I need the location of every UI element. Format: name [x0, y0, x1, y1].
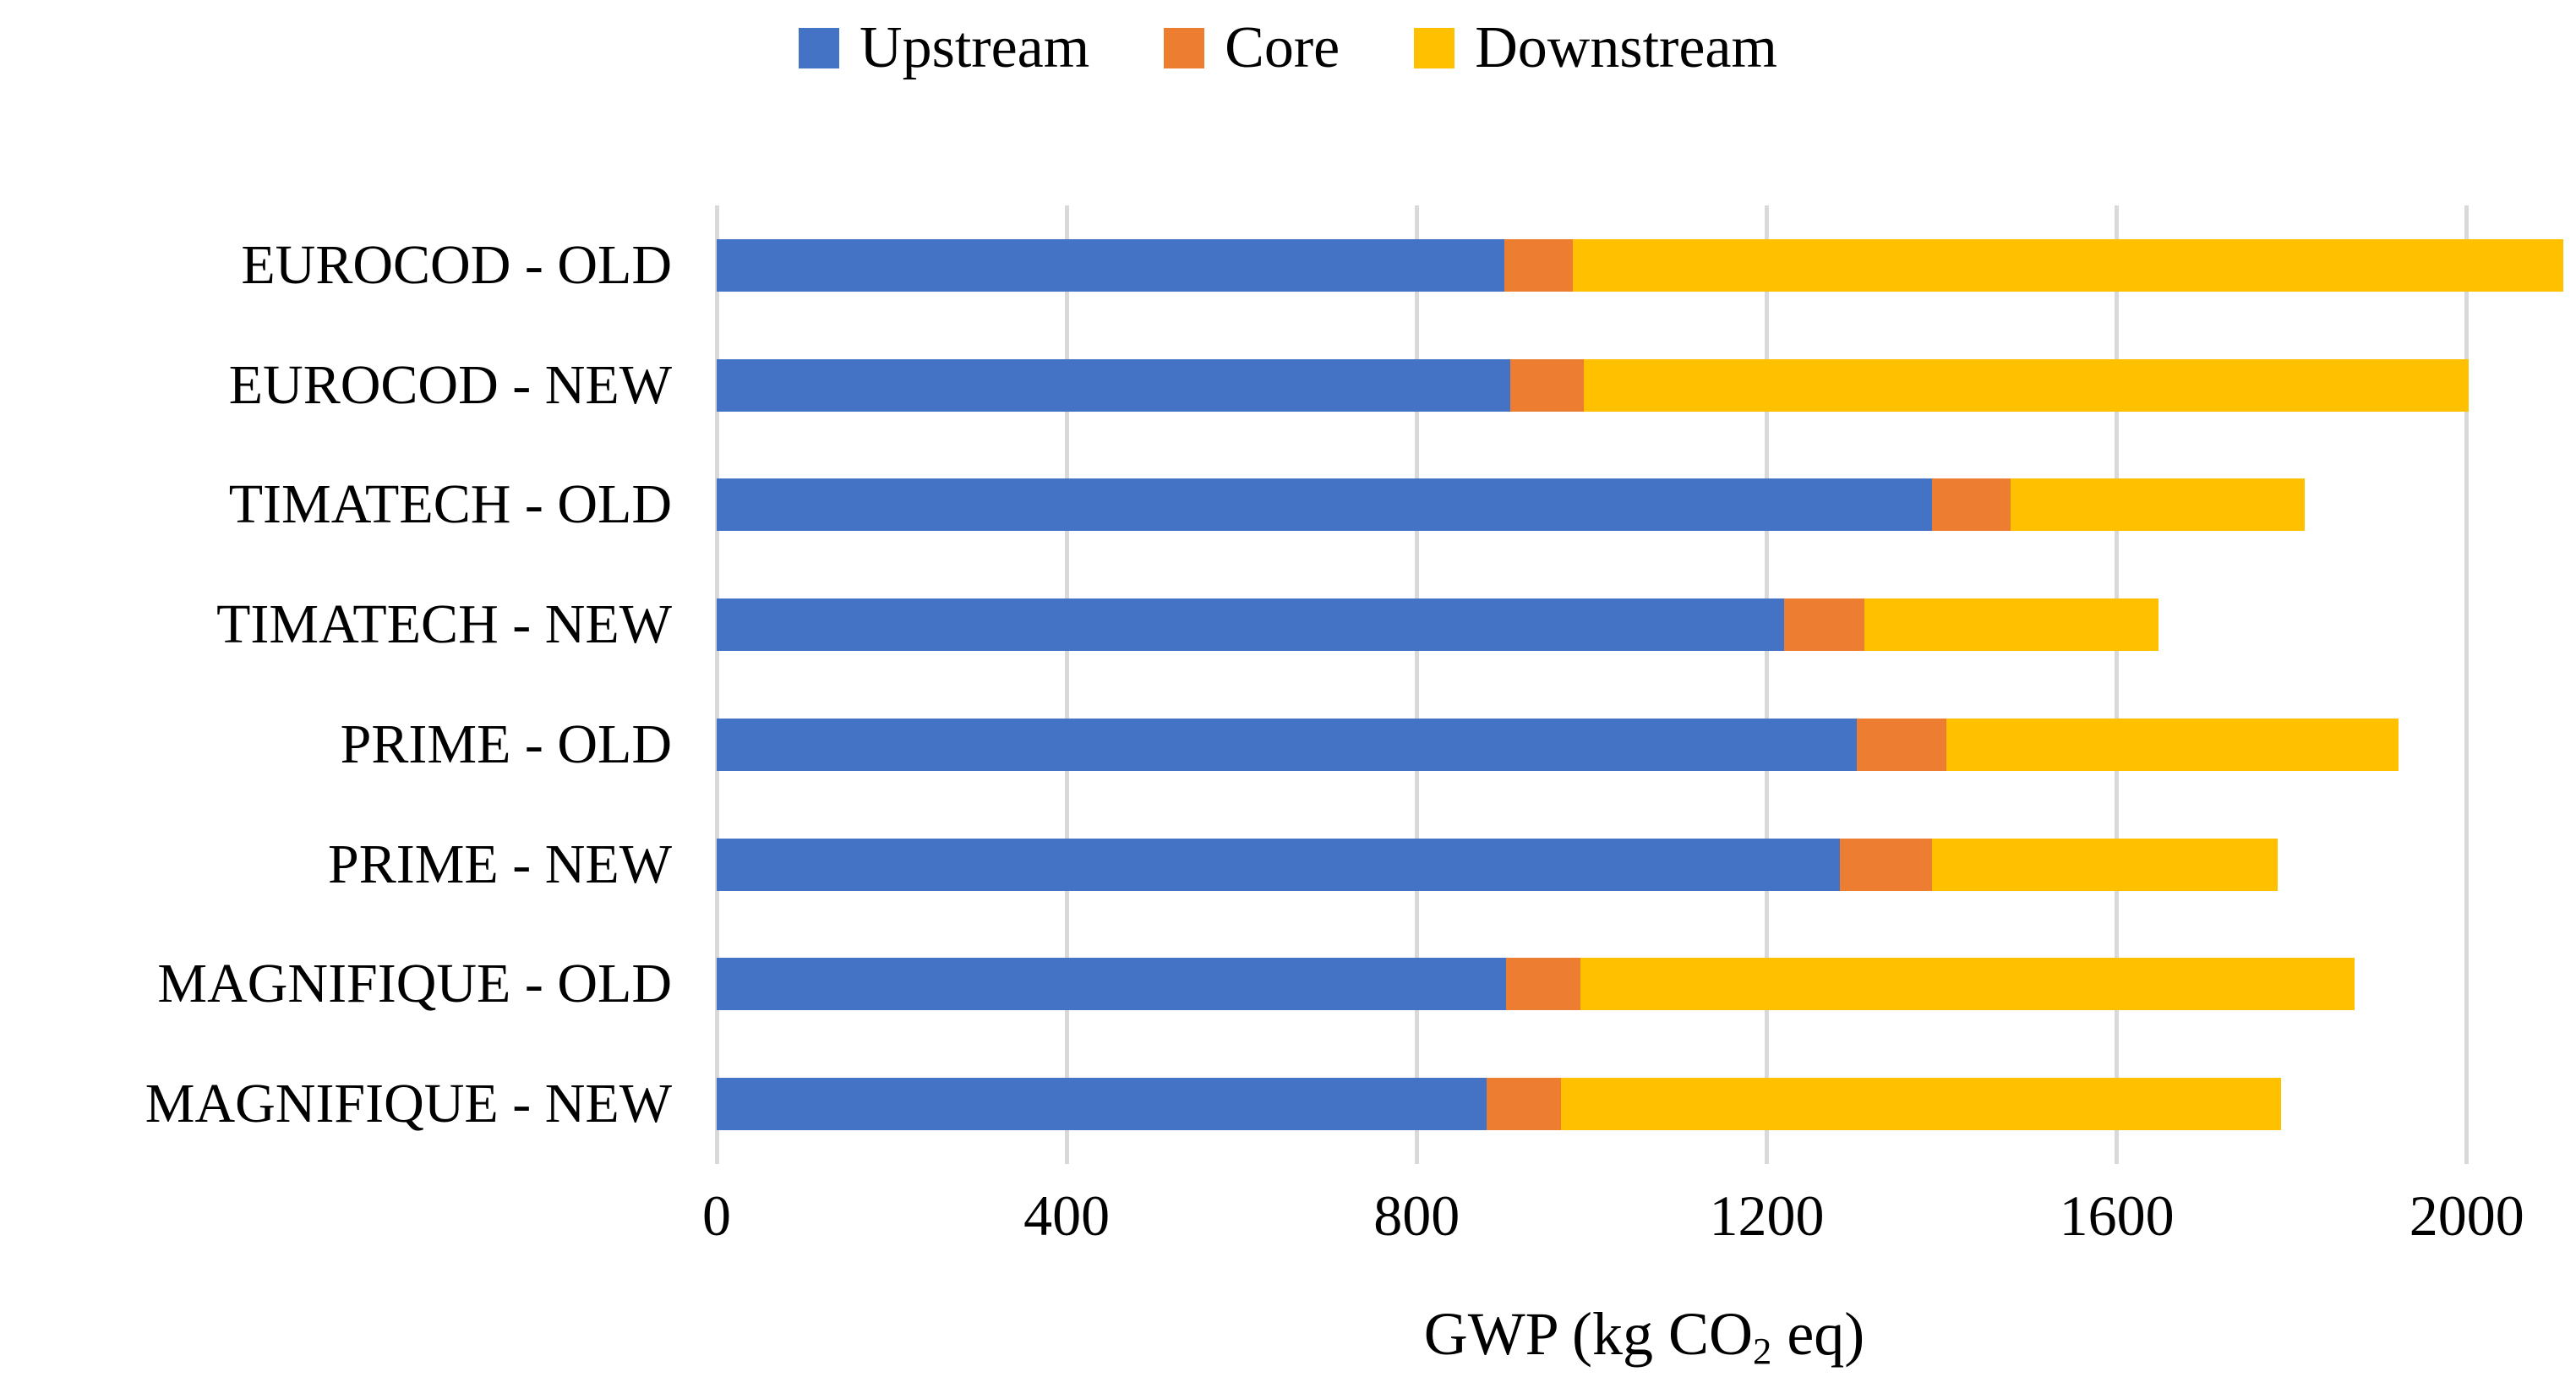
gridline-x-800 [1414, 205, 1419, 1164]
category-label-timatech-old: TIMATECH - OLD [228, 473, 672, 536]
x-tick-label-400: 400 [1023, 1183, 1111, 1248]
bar-segment-upstream-eurocod-old [717, 238, 1504, 292]
legend-label-core: Core [1225, 15, 1340, 80]
bar-segment-core-eurocod-old [1504, 238, 1573, 292]
plot-area [714, 205, 2572, 1164]
bar-segment-downstream-magnifique-new [1561, 1078, 2282, 1131]
bar-row-eurocod-old [717, 238, 2572, 292]
bar-row-timatech-old [717, 478, 2572, 532]
gridline-x-0 [714, 205, 719, 1164]
legend-swatch-upstream-icon [799, 28, 840, 68]
chart-legend: Upstream Core Downstream [0, 19, 2576, 78]
category-label-eurocod-old: EUROCOD - OLD [241, 233, 672, 296]
bar-segment-upstream-eurocod-new [717, 358, 1511, 412]
bar-segment-core-prime-new [1840, 838, 1933, 891]
gridline-x-1200 [1764, 205, 1769, 1164]
x-axis-title-subscript: 2 [1753, 1330, 1772, 1373]
x-axis-title: GWP (kg CO2 eq) [717, 1303, 2572, 1369]
bar-segment-core-timatech-old [1932, 478, 2011, 532]
legend-item-downstream: Downstream [1414, 19, 1777, 78]
x-axis-title-text: GWP (kg CO [1423, 1300, 1754, 1368]
bar-segment-downstream-eurocod-old [1572, 238, 2563, 292]
x-tick-label-800: 800 [1373, 1183, 1460, 1248]
gridline-x-1600 [2115, 205, 2120, 1164]
bar-row-prime-old [717, 718, 2572, 771]
bar-segment-core-magnifique-new [1487, 1078, 1562, 1131]
legend-label-downstream: Downstream [1475, 15, 1777, 80]
x-tick-label-1200: 1200 [1709, 1183, 1825, 1248]
x-tick-label-0: 0 [702, 1183, 731, 1248]
bar-row-magnifique-old [717, 958, 2572, 1011]
category-label-magnifique-old: MAGNIFIQUE - OLD [157, 953, 672, 1015]
bar-segment-upstream-magnifique-old [717, 958, 1506, 1011]
category-label-eurocod-new: EUROCOD - NEW [228, 353, 672, 416]
bar-row-prime-new [717, 838, 2572, 891]
bar-segment-downstream-prime-old [1946, 718, 2399, 771]
bar-segment-upstream-timatech-new [717, 598, 1785, 652]
bar-segment-core-eurocod-new [1510, 358, 1585, 412]
x-axis-title-suffix: eq) [1771, 1300, 1865, 1368]
bar-segment-downstream-timatech-new [1864, 598, 2159, 652]
bar-row-magnifique-new [717, 1078, 2572, 1131]
bar-segment-upstream-prime-old [717, 718, 1858, 771]
legend-swatch-downstream-icon [1414, 28, 1455, 68]
x-tick-label-2000: 2000 [2409, 1183, 2524, 1248]
bar-segment-core-prime-old [1857, 718, 1946, 771]
bar-segment-downstream-prime-new [1932, 838, 2279, 891]
category-label-prime-old: PRIME - OLD [340, 713, 672, 775]
category-label-timatech-new: TIMATECH - NEW [216, 593, 672, 656]
bar-segment-downstream-eurocod-new [1584, 358, 2469, 412]
bar-segment-upstream-prime-new [717, 838, 1841, 891]
bar-segment-downstream-magnifique-old [1580, 958, 2355, 1011]
legend-item-core: Core [1164, 19, 1340, 78]
bar-segment-core-magnifique-old [1505, 958, 1580, 1011]
bar-row-timatech-new [717, 598, 2572, 652]
legend-label-upstream: Upstream [860, 15, 1090, 80]
legend-item-upstream: Upstream [799, 19, 1089, 78]
bar-segment-upstream-magnifique-new [717, 1078, 1487, 1131]
gridline-x-400 [1064, 205, 1069, 1164]
category-label-magnifique-new: MAGNIFIQUE - NEW [145, 1073, 672, 1135]
bar-segment-downstream-timatech-old [2011, 478, 2306, 532]
legend-swatch-core-icon [1164, 28, 1205, 68]
bar-segment-core-timatech-new [1784, 598, 1865, 652]
gridline-x-2000 [2464, 205, 2470, 1164]
bar-segment-upstream-timatech-old [717, 478, 1933, 532]
category-label-prime-new: PRIME - NEW [328, 833, 672, 895]
bar-row-eurocod-new [717, 358, 2572, 412]
x-tick-label-1600: 1600 [2059, 1183, 2175, 1248]
